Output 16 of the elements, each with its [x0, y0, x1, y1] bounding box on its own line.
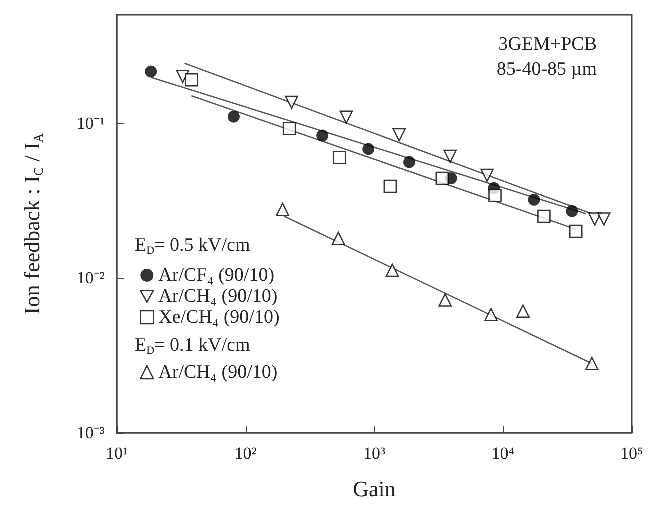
legend-label: Xe/CH₄ (90/10): [158, 307, 280, 328]
x-tick-label: 10³: [363, 444, 386, 463]
annotation: 3GEM+PCB: [498, 34, 598, 55]
x-tick-label: 10⁵: [620, 444, 644, 463]
x-tick-label: 10²: [234, 444, 257, 463]
x-tick-label: 10⁴: [492, 444, 515, 463]
y-axis-title: Ion feedback : IC / IA: [19, 132, 46, 315]
legend-label: Ar/CF₄ (90/10): [158, 265, 275, 286]
x-axis-title: Gain: [353, 476, 396, 502]
x-tick-label: 10¹: [106, 444, 128, 463]
y-tick-label: 10⁻²: [76, 268, 105, 288]
y-tick-label: 10⁻³: [76, 424, 105, 442]
legend-label: Ar/CH₄ (90/10): [158, 362, 278, 383]
annotation: 85-40-85 µm: [496, 59, 598, 80]
legend-label: Ar/CH₄ (90/10): [158, 286, 278, 307]
y-tick-label: 10⁻¹: [76, 114, 105, 133]
